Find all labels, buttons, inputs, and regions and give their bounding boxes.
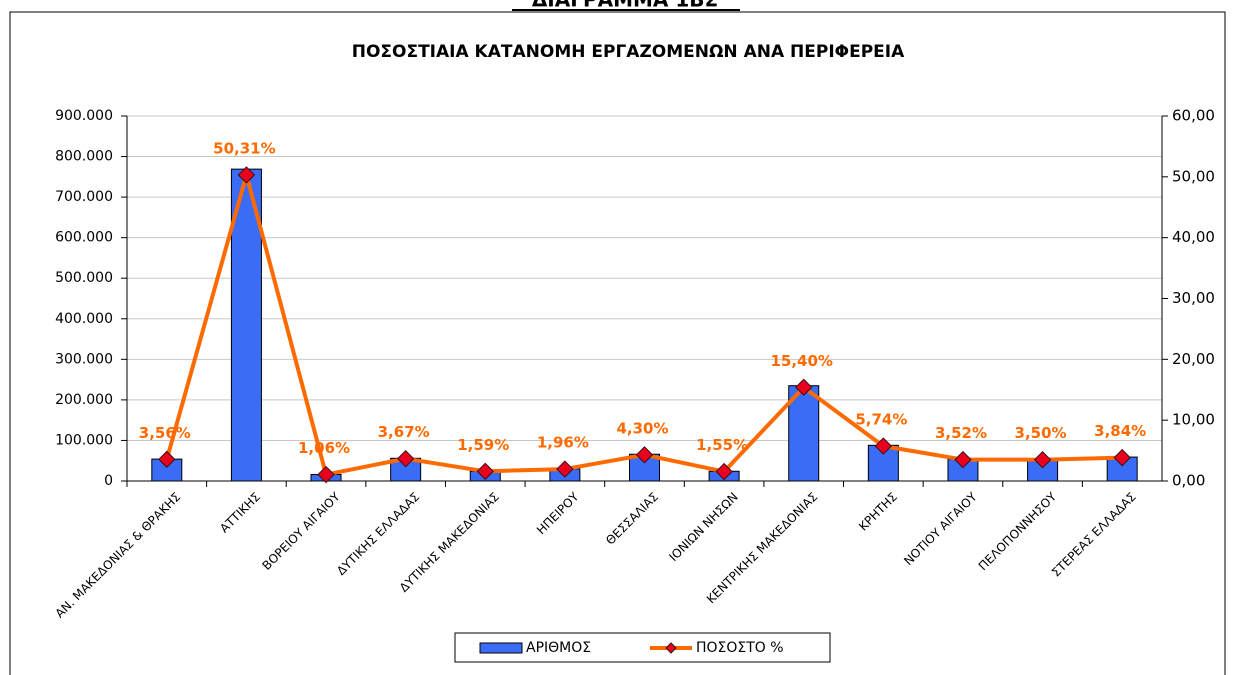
marker — [1033, 451, 1052, 469]
y2-tick-label: 30,00 — [1172, 289, 1215, 307]
marker — [396, 449, 415, 468]
marker — [635, 446, 654, 464]
y-tick-label: 200.000 — [55, 392, 113, 408]
data-label: 1,96% — [537, 434, 589, 452]
data-label: 4,30% — [616, 419, 668, 437]
y-tick-label: 500.000 — [55, 270, 113, 286]
y2-tick-label: 0,00 — [1172, 472, 1205, 490]
marker — [795, 378, 813, 397]
y-tick-label: 900.000 — [55, 108, 113, 124]
y-tick-label: 700.000 — [55, 189, 113, 205]
y-tick-label: 600.000 — [55, 230, 113, 246]
y-tick-label: 400.000 — [55, 311, 113, 327]
data-label: 1,55% — [696, 436, 748, 454]
page-heading: ΔΙΑΓΡΑΜΜΑ 1ΒΣ — [532, 0, 718, 12]
marker — [715, 462, 733, 481]
y-tick-label: 800.000 — [55, 149, 113, 165]
marker — [237, 166, 256, 184]
marker — [954, 450, 972, 469]
y2-tick-label: 60,00 — [1172, 107, 1215, 125]
marker — [476, 462, 494, 481]
data-label: 3,52% — [935, 424, 987, 442]
data-label: 15,40% — [770, 352, 832, 370]
legend-label: ΑΡΙΘΜΟΣ — [526, 640, 591, 656]
y-tick-label: 0 — [104, 473, 113, 489]
marker — [158, 450, 176, 469]
y2-tick-label: 50,00 — [1172, 167, 1215, 185]
y2-tick-label: 10,00 — [1172, 411, 1215, 429]
legend-label: ΠΟΣΟΣΤΟ % — [696, 640, 784, 656]
marker — [1113, 448, 1131, 467]
marker — [317, 465, 335, 484]
y-tick-label: 300.000 — [55, 351, 113, 367]
data-label: 50,31% — [213, 139, 275, 157]
legend-marker — [665, 642, 677, 654]
y-tick-label: 100.000 — [55, 432, 113, 448]
chart-title: ΠΟΣΟΣΤΙΑΙΑ ΚΑΤΑΝΟΜΗ ΕΡΓΑΖΟΜΕΝΩΝ ΑΝΑ ΠΕΡΙ… — [352, 42, 905, 62]
chart-border — [9, 11, 1226, 675]
data-label: 3,67% — [378, 423, 430, 441]
data-label: 3,50% — [1015, 424, 1067, 442]
y2-tick-label: 40,00 — [1172, 228, 1215, 246]
data-label: 3,56% — [139, 424, 191, 442]
marker — [556, 460, 574, 478]
data-label: 1,59% — [457, 436, 509, 454]
legend-swatch — [479, 642, 523, 654]
data-label: 5,74% — [855, 411, 907, 429]
y2-tick-label: 20,00 — [1172, 350, 1215, 368]
marker — [874, 437, 893, 455]
bar — [230, 168, 262, 482]
data-label: 3,84% — [1094, 422, 1146, 440]
data-label: 1,06% — [298, 439, 350, 457]
